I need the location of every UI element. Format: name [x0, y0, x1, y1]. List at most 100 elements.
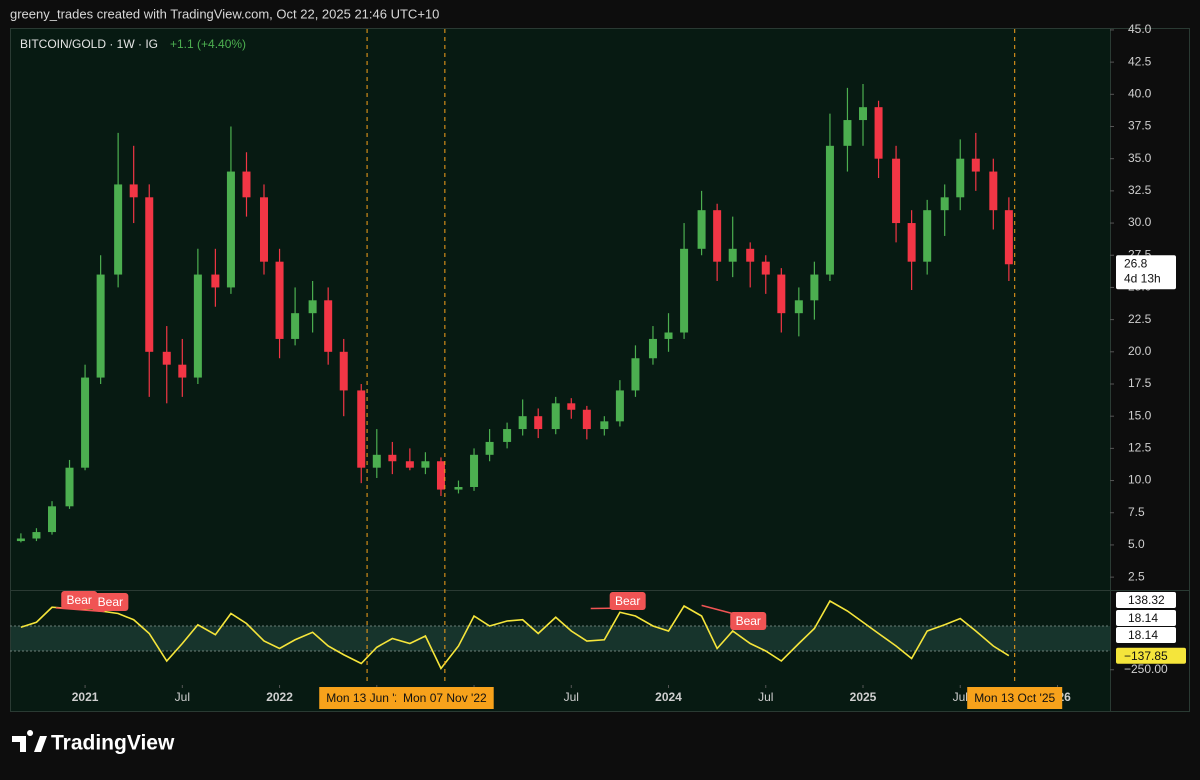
y-tick-label: 2.5	[1128, 569, 1145, 583]
y-tick-label: 22.5	[1128, 312, 1152, 326]
candle-body	[956, 158, 965, 198]
x-tick-label: 2025	[850, 690, 877, 704]
y-tick-label: 5.0	[1128, 537, 1145, 551]
candle-body	[372, 454, 381, 468]
indicator-value-box	[1116, 610, 1176, 626]
candle-body	[114, 184, 123, 275]
candle-body	[971, 158, 980, 172]
candle-body	[518, 416, 527, 430]
indicator-value-label: 18.14	[1128, 611, 1158, 625]
candle-body	[48, 506, 57, 533]
annotation-box	[61, 591, 98, 609]
header-text: greeny_trades created with TradingView.c…	[10, 6, 439, 21]
annotation-box	[609, 592, 646, 610]
candle-body	[454, 486, 463, 490]
candle-body	[145, 197, 154, 352]
candle-body	[226, 171, 235, 288]
candle-body	[843, 120, 852, 146]
candle-body	[728, 248, 737, 262]
candle-body	[503, 429, 512, 442]
indicator-value-label: 138.32	[1128, 593, 1165, 607]
candle-body	[81, 377, 90, 468]
indicator-band	[11, 626, 1110, 651]
candle-body	[436, 461, 445, 490]
countdown-label: 4d 13h	[1124, 271, 1161, 285]
y-tick-label: 37.5	[1128, 119, 1152, 133]
y-tick-label: 12.5	[1128, 441, 1152, 455]
candle-body	[761, 261, 770, 275]
candle-body	[421, 461, 430, 468]
marker-label-box	[319, 687, 415, 709]
last-price-box	[1116, 255, 1176, 290]
logo-text: TradingView	[51, 732, 175, 755]
candle-body	[907, 223, 916, 262]
candle-body	[162, 351, 171, 365]
marker-label-box	[967, 687, 1063, 709]
candle-body	[405, 461, 414, 468]
candle-body	[859, 107, 868, 121]
candle-body	[582, 409, 591, 430]
candle-body	[680, 248, 689, 333]
y-tick-label: 32.5	[1128, 183, 1152, 197]
y-tick-label: 40.0	[1128, 86, 1152, 100]
y-tick-label: 42.5	[1128, 54, 1152, 68]
y-tick-label: 15.0	[1128, 408, 1152, 422]
indicator-value-box	[1116, 647, 1186, 664]
marker-label: Mon 13 Jun '22	[326, 691, 408, 705]
y-tick-label: 30.0	[1128, 215, 1152, 229]
candle-body	[178, 364, 187, 378]
x-tick-label: 2022	[266, 690, 293, 704]
candle-body	[664, 332, 673, 339]
marker-label: Mon 13 Oct '25	[974, 691, 1055, 705]
candle-body	[794, 300, 803, 314]
candle-body	[810, 274, 819, 301]
marker-label: Mon 07 Nov '22	[403, 691, 487, 705]
indicator-value-label: 18.14	[1128, 628, 1158, 642]
annotation-label: Bear	[736, 614, 761, 628]
candle-body	[16, 538, 25, 542]
candle-body	[32, 532, 41, 539]
candle-body	[65, 467, 74, 507]
candle-body	[242, 171, 251, 198]
x-tick-label: Jul	[758, 690, 773, 704]
candle-body	[551, 403, 560, 430]
candle-body	[746, 248, 755, 262]
y-tick-label: 10.0	[1128, 473, 1152, 487]
change-text: +1.1 (+4.40%)	[170, 37, 246, 51]
candle-body	[923, 210, 932, 262]
candle-body	[697, 210, 706, 249]
annotation-label: Bear	[98, 595, 123, 609]
candle-body	[615, 390, 624, 422]
candle-body	[275, 261, 284, 339]
y-tick-label: 45.0	[1128, 22, 1152, 36]
candle-body	[339, 351, 348, 391]
logo-mark	[12, 730, 47, 752]
candle-body	[211, 274, 220, 288]
chart-title: BITCOIN/GOLD · 1W · IG	[20, 37, 158, 51]
candle-body	[96, 274, 105, 378]
candle-body	[713, 210, 722, 262]
candle-body	[308, 300, 317, 314]
annotation-box	[92, 593, 129, 611]
candle-body	[874, 107, 883, 159]
y2-tick-label: −250.00	[1124, 662, 1168, 676]
candle-body	[193, 274, 202, 378]
candle-body	[324, 300, 333, 352]
candle-body	[777, 274, 786, 314]
candle-body	[989, 171, 998, 211]
x-tick-label: 2024	[655, 690, 682, 704]
candle-body	[631, 358, 640, 391]
candle-body	[259, 197, 268, 262]
marker-label-box	[396, 687, 494, 709]
annotation-box	[730, 612, 767, 630]
indicator-value-box	[1116, 592, 1176, 608]
candle-body	[129, 184, 138, 198]
candle-body	[357, 390, 366, 468]
candle-body	[470, 454, 479, 487]
candle-body	[940, 197, 949, 211]
annotation-label: Bear	[67, 593, 92, 607]
candle-body	[388, 454, 397, 462]
annotation-label: Bear	[615, 594, 640, 608]
x-tick-label: Jul	[175, 690, 190, 704]
